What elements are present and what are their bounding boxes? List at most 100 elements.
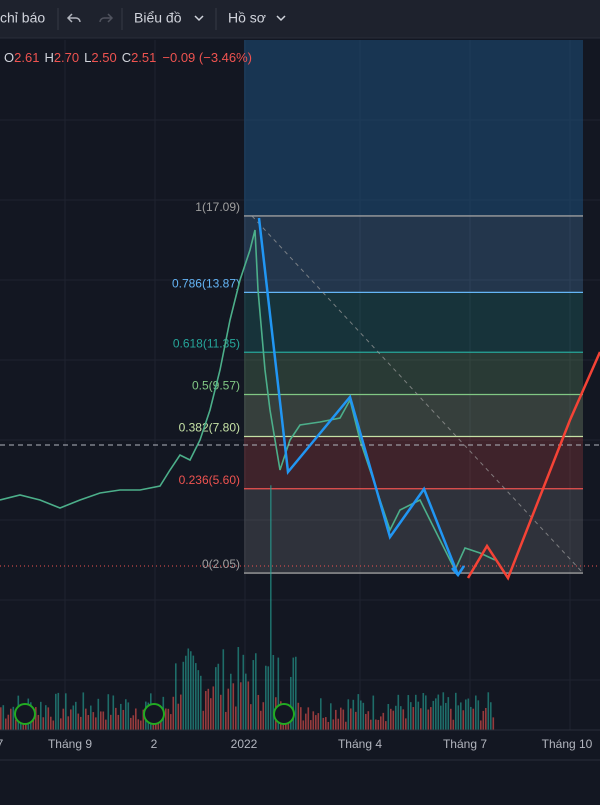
volume-bar bbox=[135, 708, 137, 730]
volume-bar bbox=[37, 714, 40, 730]
volume-bar bbox=[230, 673, 232, 730]
volume-bar bbox=[452, 719, 455, 730]
volume-bar bbox=[372, 695, 375, 730]
volume-bar bbox=[337, 718, 340, 730]
volume-bar bbox=[112, 695, 115, 730]
volume-bar bbox=[132, 715, 135, 730]
volume-bar bbox=[175, 663, 177, 730]
volume-bar bbox=[365, 713, 367, 730]
volume-bar bbox=[222, 649, 225, 730]
volume-bar bbox=[60, 718, 62, 730]
chart-menu[interactable]: Biểu đồ bbox=[134, 10, 182, 26]
volume-bar bbox=[442, 692, 445, 730]
volume-bar bbox=[412, 707, 415, 730]
ohlc-value: 2.61 bbox=[14, 50, 39, 65]
volume-bar bbox=[267, 666, 270, 730]
ohlc-text: O2.61 H2.70 L2.50 C2.51 −0.09 (−3.46%) bbox=[4, 50, 252, 65]
volume-bar bbox=[410, 702, 412, 730]
volume-bar bbox=[2, 705, 5, 730]
event-marker[interactable] bbox=[143, 703, 165, 725]
volume-bar bbox=[477, 700, 480, 730]
volume-bar bbox=[405, 718, 407, 730]
volume-bar bbox=[407, 695, 410, 730]
volume-bar bbox=[420, 708, 422, 730]
volume-bar bbox=[292, 657, 295, 730]
volume-bar bbox=[300, 707, 302, 730]
fib-level-label: 0.618(11.35) bbox=[173, 336, 240, 350]
volume-bar bbox=[485, 707, 487, 730]
volume-bar bbox=[317, 713, 320, 730]
event-marker[interactable] bbox=[273, 703, 295, 725]
volume-bar bbox=[57, 692, 60, 730]
fib-levels: 1(17.09)0.786(13.87)0.618(11.35)0.5(9.57… bbox=[172, 200, 583, 574]
volume-bar bbox=[245, 673, 247, 730]
volume-bar bbox=[205, 691, 207, 730]
volume-bar bbox=[177, 703, 180, 730]
volume-bar bbox=[327, 721, 330, 730]
volume-bar bbox=[462, 710, 465, 730]
ohlc-legend: O2.61 H2.70 L2.50 C2.51 −0.09 (−3.46%) bbox=[4, 50, 252, 65]
indicators-button[interactable]: chỉ báo bbox=[0, 10, 45, 26]
volume-bar bbox=[342, 709, 345, 730]
volume-bar bbox=[187, 648, 190, 730]
profile-menu[interactable]: Hồ sơ bbox=[228, 10, 266, 26]
x-tick-label: Tháng 9 bbox=[48, 737, 92, 751]
fib-level-label: 0.236(5.60) bbox=[179, 473, 240, 487]
volume-bar bbox=[355, 711, 357, 730]
ohlc-key: H bbox=[44, 50, 53, 65]
fib-trend-line bbox=[251, 215, 584, 574]
volume-bar bbox=[107, 694, 110, 730]
volume-bar bbox=[250, 704, 252, 730]
volume-bar bbox=[247, 681, 250, 730]
volume-bar bbox=[117, 714, 120, 730]
volume-bar bbox=[332, 719, 335, 730]
dropdown-icon bbox=[276, 15, 286, 22]
volume-bar bbox=[430, 707, 432, 730]
volume-bar bbox=[240, 682, 242, 730]
ohlc-key: O bbox=[4, 50, 14, 65]
volume-bar bbox=[490, 702, 492, 730]
volume-bar bbox=[165, 708, 167, 730]
redo-button[interactable] bbox=[99, 13, 114, 23]
volume-bar bbox=[140, 720, 142, 730]
volume-bar bbox=[335, 709, 337, 730]
volume-bar bbox=[360, 700, 362, 730]
volume-bar bbox=[277, 657, 280, 730]
volume-bar bbox=[202, 710, 205, 730]
volume-bar bbox=[380, 716, 382, 730]
volume-bar bbox=[260, 710, 262, 730]
volume-bar bbox=[400, 706, 402, 730]
volume-bar bbox=[350, 708, 352, 730]
volume-bar bbox=[325, 717, 327, 730]
volume-bar bbox=[182, 661, 185, 730]
volume-bar bbox=[80, 716, 82, 730]
volume-bar bbox=[122, 709, 125, 730]
ohlc-value: 2.50 bbox=[91, 50, 116, 65]
volume-bar bbox=[310, 720, 312, 730]
volume-bar bbox=[270, 485, 272, 730]
volume-bar bbox=[77, 713, 80, 730]
fib-level-label: 0.382(7.80) bbox=[179, 421, 240, 435]
ohlc-key: L bbox=[84, 50, 91, 65]
volume-bar bbox=[87, 715, 90, 730]
volume-bar bbox=[455, 692, 457, 730]
volume-bar bbox=[352, 699, 355, 730]
volume-bar bbox=[85, 708, 87, 730]
volume-bar bbox=[345, 721, 347, 730]
volume-bar bbox=[470, 706, 472, 730]
volume-bar bbox=[402, 709, 405, 730]
volume-bar bbox=[422, 692, 425, 730]
volume-bar bbox=[417, 701, 420, 730]
undo-button[interactable] bbox=[66, 13, 81, 23]
fib-zone bbox=[244, 394, 583, 437]
volume-bar bbox=[387, 703, 390, 730]
volume-bar bbox=[15, 719, 17, 730]
volume-bar bbox=[385, 721, 387, 730]
event-marker[interactable] bbox=[14, 703, 36, 725]
x-tick-label: 7 bbox=[0, 737, 4, 751]
volume-bar bbox=[0, 707, 2, 730]
fib-zone bbox=[244, 215, 583, 293]
volume-bar bbox=[432, 700, 435, 730]
volume-bar bbox=[492, 717, 495, 730]
volume-bar bbox=[42, 717, 45, 730]
